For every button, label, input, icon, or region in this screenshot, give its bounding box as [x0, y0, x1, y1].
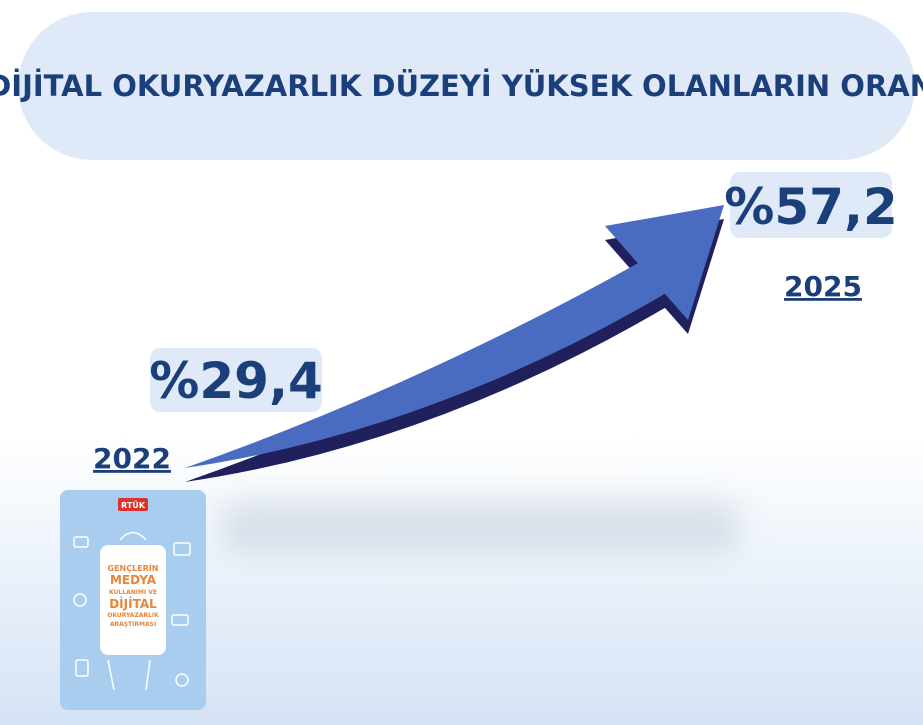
title: DİJİTAL OKURYAZARLIK DÜZEYİ YÜKSEK OLANL… — [0, 69, 923, 103]
book-line: OKURYAZARLIK — [107, 612, 159, 619]
start-year: 2022 — [93, 442, 171, 475]
book-line: MEDYA — [110, 573, 157, 587]
book-line: KULLANIMI VE — [109, 589, 157, 596]
infographic: DİJİTAL OKURYAZARLIK DÜZEYİ YÜKSEK OLANL… — [0, 0, 923, 725]
book-line: GENÇLERİN — [108, 563, 159, 573]
page: DİJİTAL OKURYAZARLIK DÜZEYİ YÜKSEK OLANL… — [0, 0, 923, 725]
book-publisher: RTÜK — [121, 500, 146, 510]
end-value: %57,2 — [724, 178, 897, 236]
book-line: ARAŞTIRMASI — [110, 621, 156, 628]
end-year: 2025 — [784, 270, 862, 303]
start-value: %29,4 — [149, 352, 322, 410]
book-title: GENÇLERİN MEDYA KULLANIMI VE DİJİTAL OKU… — [107, 563, 159, 628]
shadow-band — [220, 500, 740, 555]
book-line: DİJİTAL — [109, 596, 157, 611]
book-cover: RTÜK GENÇLERİN MEDYA KULLANIMI VE DİJİTA… — [60, 490, 206, 710]
